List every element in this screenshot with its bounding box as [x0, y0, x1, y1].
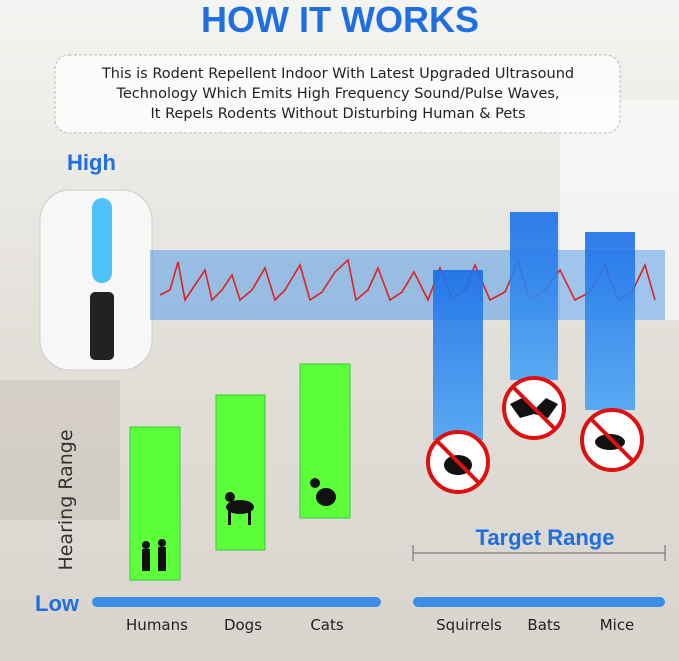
bats-bar	[510, 212, 558, 380]
description-line: Technology Which Emits High Frequency So…	[115, 86, 559, 102]
category-label: Dogs	[224, 616, 262, 634]
humans-bar	[129, 426, 181, 581]
animal-silhouettes	[142, 478, 336, 571]
description-line: This is Rodent Repellent Indoor With Lat…	[101, 66, 574, 82]
category-label: Humans	[126, 616, 188, 634]
description-box	[54, 54, 621, 134]
range-bar	[413, 597, 665, 607]
low-label: Low	[35, 591, 80, 616]
range-bar	[92, 597, 381, 607]
description-line: It Repels Rodents Without Disturbing Hum…	[151, 106, 526, 122]
dogs-bar	[215, 394, 266, 551]
category-label: Cats	[310, 616, 344, 634]
wave	[159, 258, 656, 303]
category-label: Squirrels	[436, 616, 502, 634]
category-label: Mice	[600, 616, 635, 634]
mice-bar	[585, 232, 635, 410]
high-label: High	[67, 150, 116, 175]
category-label: Bats	[527, 616, 560, 634]
device-light	[92, 198, 112, 283]
squirrels-bar	[433, 270, 483, 440]
banned-icons	[426, 376, 644, 494]
axis-label: Hearing Range	[55, 429, 77, 570]
bg-sofa	[0, 380, 120, 520]
title: HOW IT WORKS	[201, 0, 479, 40]
target-label: Target Range	[476, 525, 615, 550]
device-panel	[90, 292, 114, 360]
